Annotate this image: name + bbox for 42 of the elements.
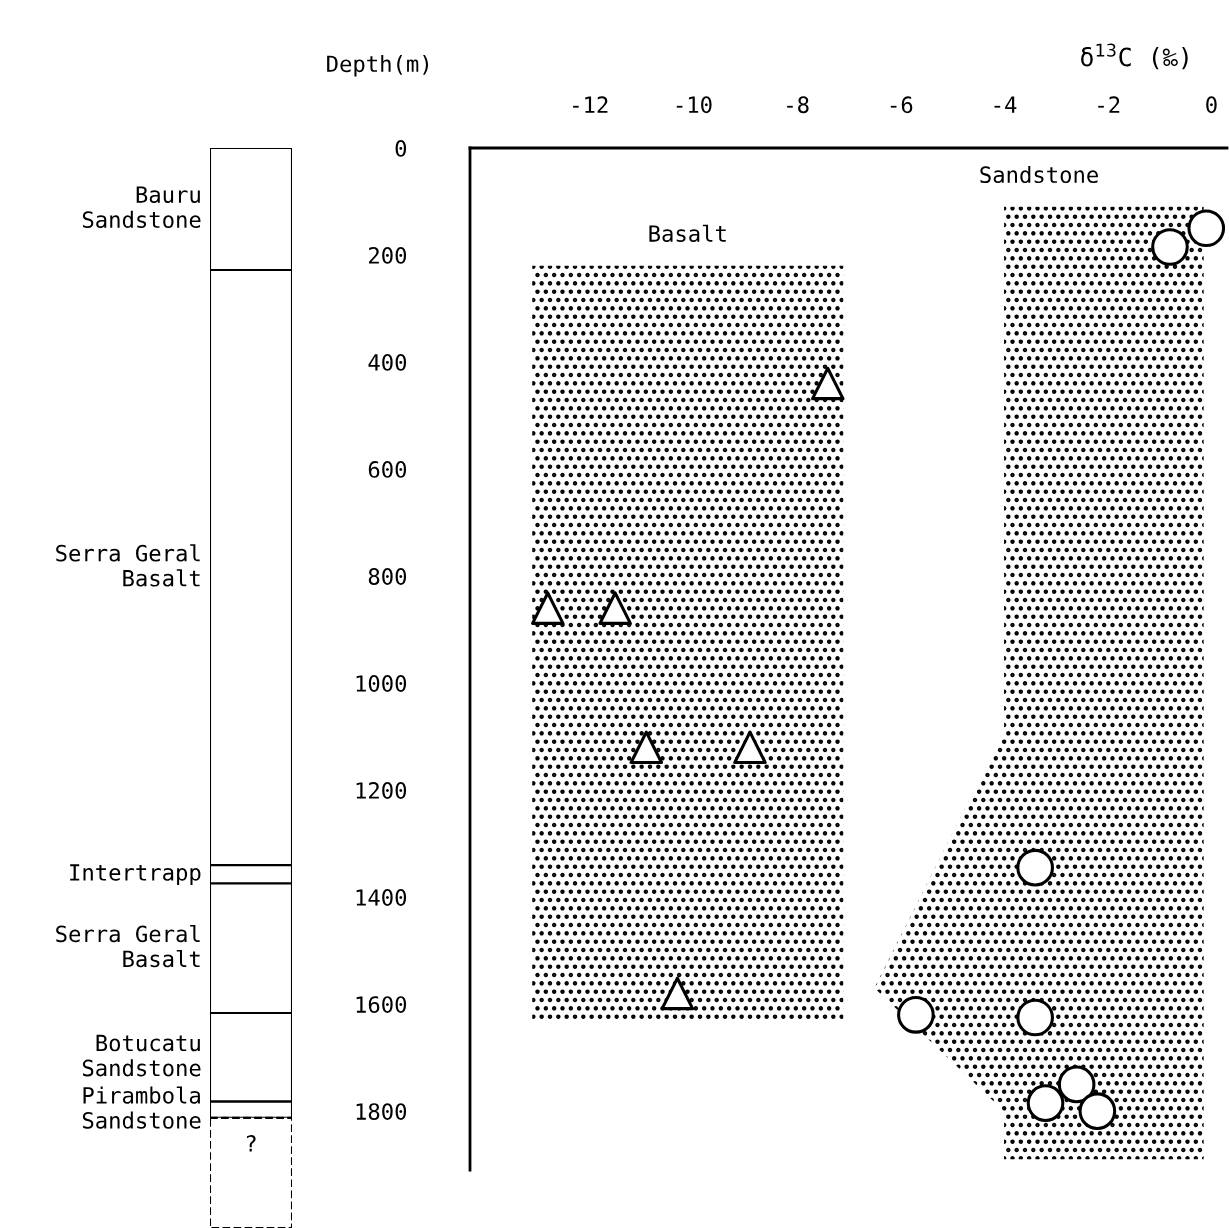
series-label: Bauru Sandstone: [82, 186, 201, 229]
y-tick-label: 1400: [356, 889, 407, 906]
series-label: Pirambola Sandstone: [82, 1086, 201, 1129]
y-tick-label: 400: [368, 354, 407, 371]
y-tick-label: 1200: [356, 782, 407, 799]
y-tick-label: 1800: [356, 1103, 407, 1120]
x-tick-label: -8: [787, 96, 809, 114]
point: [811, 366, 845, 401]
y-tick-label: 0: [395, 140, 407, 157]
series-label: Intertrapp: [70, 864, 201, 886]
y-tick-label: 600: [368, 461, 407, 478]
series-label: Serra Geral Basalt: [56, 544, 200, 587]
x-tick-label: -10: [676, 96, 712, 114]
point: [1187, 209, 1226, 248]
y-tick-label: 200: [369, 247, 407, 264]
point: [598, 591, 632, 625]
point: [1026, 1084, 1065, 1122]
point: [1016, 998, 1054, 1037]
point: [897, 996, 935, 1034]
x-tick-label: -6: [890, 96, 913, 114]
x-tick-label: -2: [1098, 96, 1120, 113]
x-axis-title: δ$^{13}$C (‰): [1081, 43, 1188, 70]
point: [660, 976, 695, 1011]
x-tick-label: -12: [573, 96, 608, 113]
y-tick-label: 800: [368, 568, 407, 585]
point: [1078, 1092, 1117, 1130]
point: [733, 730, 767, 765]
series-label: Sandstone: [980, 165, 1098, 184]
x-tick-label: -4: [994, 96, 1017, 113]
point: [1016, 848, 1054, 887]
point: [629, 730, 664, 765]
series-label: Serra Geral Basalt: [56, 924, 200, 968]
y-tick-label: 1000: [356, 675, 407, 692]
series-label: Botucatu Sandstone: [82, 1034, 201, 1077]
point: [531, 591, 565, 625]
series-label: Basalt: [649, 224, 726, 242]
point: [1151, 228, 1189, 266]
x-tick-label: 0: [1206, 96, 1217, 114]
y-tick-label: 1600: [356, 996, 407, 1013]
y-axis-title: Depth(m): [327, 54, 429, 77]
series-label: ?: [246, 1135, 256, 1152]
point: [1057, 1065, 1096, 1104]
